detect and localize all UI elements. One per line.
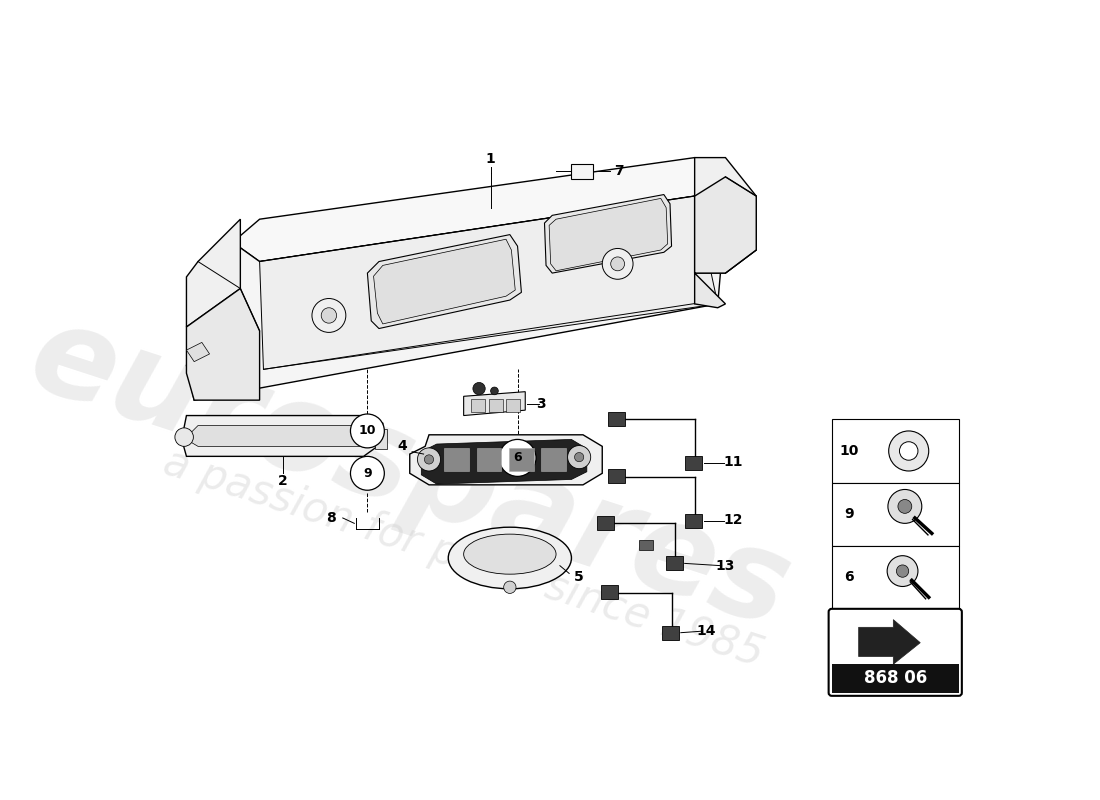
Text: eurospares: eurospares bbox=[15, 294, 804, 653]
Circle shape bbox=[898, 499, 912, 514]
Bar bbox=[608, 412, 626, 426]
Polygon shape bbox=[233, 158, 726, 262]
Circle shape bbox=[418, 448, 440, 471]
Polygon shape bbox=[549, 198, 668, 270]
Circle shape bbox=[491, 387, 498, 394]
Bar bbox=[476, 448, 502, 471]
Polygon shape bbox=[544, 194, 671, 273]
Circle shape bbox=[499, 439, 536, 476]
Text: 8: 8 bbox=[327, 511, 337, 525]
Bar bbox=[685, 514, 703, 528]
Circle shape bbox=[321, 308, 337, 323]
Circle shape bbox=[888, 556, 917, 586]
Text: a passion for parts since 1985: a passion for parts since 1985 bbox=[158, 441, 769, 675]
Circle shape bbox=[351, 456, 384, 490]
Polygon shape bbox=[185, 426, 375, 446]
Bar bbox=[472, 398, 485, 412]
Circle shape bbox=[351, 414, 384, 448]
Text: 11: 11 bbox=[724, 454, 743, 469]
Text: 2: 2 bbox=[278, 474, 287, 488]
Ellipse shape bbox=[449, 527, 572, 589]
Circle shape bbox=[504, 581, 516, 594]
Text: 10: 10 bbox=[839, 444, 858, 458]
Bar bbox=[444, 448, 469, 471]
Text: 868 06: 868 06 bbox=[864, 669, 927, 687]
Bar bbox=[597, 516, 614, 530]
Text: 12: 12 bbox=[724, 513, 743, 526]
Bar bbox=[572, 164, 593, 179]
FancyBboxPatch shape bbox=[828, 609, 961, 696]
Circle shape bbox=[312, 298, 345, 332]
Text: 9: 9 bbox=[363, 467, 372, 480]
Bar bbox=[832, 482, 959, 546]
Text: 4: 4 bbox=[397, 439, 407, 454]
Circle shape bbox=[603, 249, 634, 279]
Polygon shape bbox=[859, 619, 921, 664]
Polygon shape bbox=[409, 435, 603, 485]
Bar bbox=[506, 398, 520, 412]
Bar bbox=[490, 398, 503, 412]
Text: 7: 7 bbox=[615, 165, 624, 178]
Polygon shape bbox=[421, 439, 587, 484]
Polygon shape bbox=[186, 342, 209, 362]
Bar bbox=[832, 664, 959, 693]
Circle shape bbox=[175, 428, 194, 446]
Polygon shape bbox=[186, 219, 241, 327]
Polygon shape bbox=[367, 234, 521, 329]
Text: 5: 5 bbox=[574, 570, 584, 584]
Circle shape bbox=[900, 442, 917, 460]
Circle shape bbox=[425, 455, 433, 464]
Polygon shape bbox=[375, 429, 387, 449]
Text: 6: 6 bbox=[844, 570, 854, 584]
Circle shape bbox=[889, 431, 928, 471]
Polygon shape bbox=[464, 392, 526, 415]
Polygon shape bbox=[186, 289, 260, 400]
Bar bbox=[667, 557, 683, 570]
Ellipse shape bbox=[464, 534, 557, 574]
Circle shape bbox=[568, 446, 591, 469]
Text: 9: 9 bbox=[844, 507, 854, 521]
Text: 1: 1 bbox=[486, 152, 495, 166]
Bar bbox=[639, 539, 653, 550]
Polygon shape bbox=[695, 158, 757, 273]
Text: 3: 3 bbox=[536, 397, 546, 411]
Text: 14: 14 bbox=[696, 624, 716, 638]
Bar bbox=[608, 470, 626, 483]
Bar bbox=[832, 546, 959, 609]
Polygon shape bbox=[183, 415, 383, 456]
Circle shape bbox=[574, 453, 584, 462]
Polygon shape bbox=[695, 177, 757, 308]
Polygon shape bbox=[186, 196, 726, 400]
Circle shape bbox=[888, 490, 922, 523]
Polygon shape bbox=[374, 239, 515, 324]
Bar bbox=[832, 419, 959, 482]
Polygon shape bbox=[260, 196, 717, 370]
Circle shape bbox=[896, 565, 909, 578]
Bar bbox=[662, 626, 680, 640]
Circle shape bbox=[610, 257, 625, 270]
Bar bbox=[685, 456, 703, 470]
Text: 10: 10 bbox=[359, 425, 376, 438]
Bar bbox=[509, 448, 534, 471]
Text: 6: 6 bbox=[514, 451, 521, 464]
Text: 13: 13 bbox=[716, 558, 735, 573]
Circle shape bbox=[473, 382, 485, 394]
Bar bbox=[541, 448, 567, 471]
Bar bbox=[601, 585, 618, 599]
